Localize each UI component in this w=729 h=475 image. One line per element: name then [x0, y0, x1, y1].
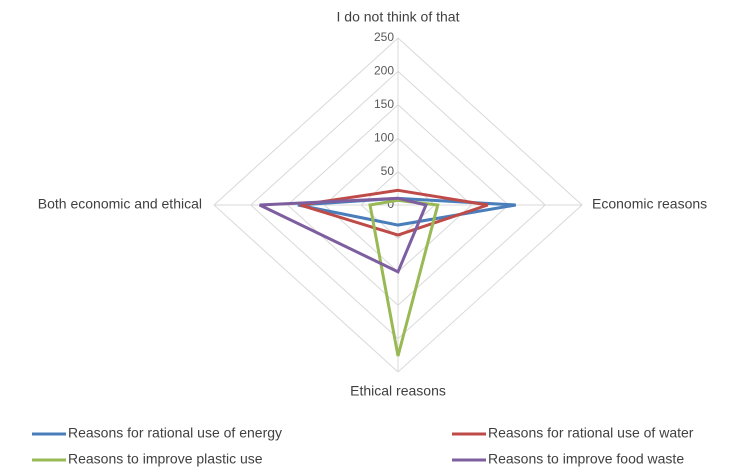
- grid-line: [213, 37, 583, 373]
- grid-line: [286, 104, 510, 306]
- series-line: [258, 196, 429, 274]
- category-label: Economic reasons: [592, 196, 707, 212]
- category-label: Both economic and ethical: [38, 196, 202, 212]
- tick-label: 250: [374, 30, 394, 44]
- tick-label: 150: [374, 97, 394, 111]
- tick-label: 50: [381, 164, 395, 178]
- category-label: Ethical reasons: [350, 383, 446, 399]
- grid-line: [250, 70, 546, 340]
- tick-label: 100: [374, 130, 394, 144]
- category-label: I do not think of that: [337, 9, 460, 25]
- legend-label: Reasons to improve plastic use: [68, 451, 263, 467]
- legend-label: Reasons for rational use of water: [488, 425, 694, 441]
- legend-label: Reasons to improve food waste: [488, 451, 684, 467]
- legend-label: Reasons for rational use of energy: [68, 425, 282, 441]
- tick-label: 0: [387, 197, 394, 211]
- tick-label: 200: [374, 64, 394, 78]
